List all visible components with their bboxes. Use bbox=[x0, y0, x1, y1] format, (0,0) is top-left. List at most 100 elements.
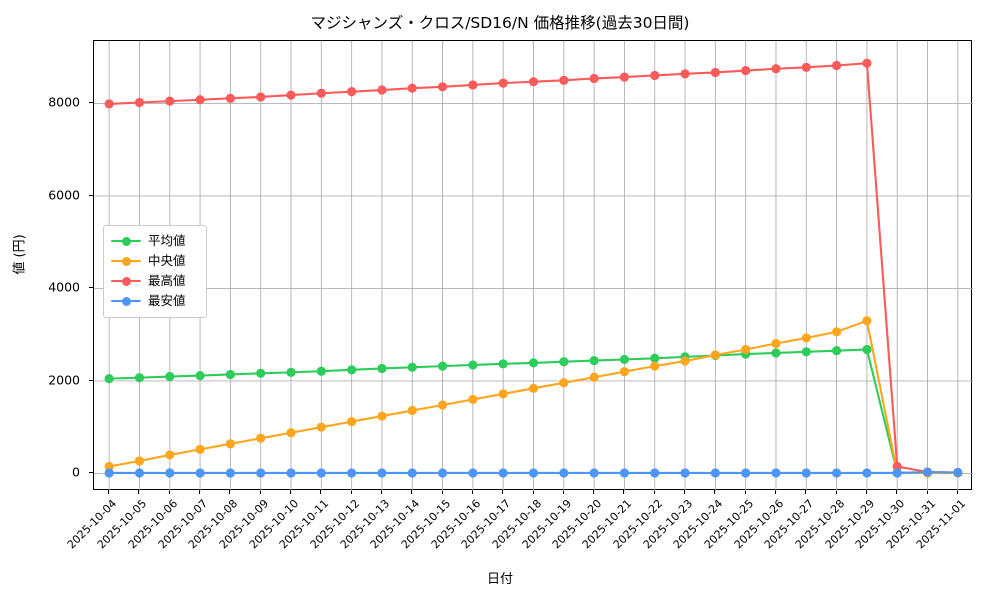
data-point bbox=[437, 400, 448, 410]
y-tick-mark bbox=[89, 472, 93, 474]
x-tick-mark bbox=[774, 490, 776, 494]
legend-label: 平均値 bbox=[148, 232, 186, 248]
data-point bbox=[589, 73, 599, 84]
data-point bbox=[619, 354, 630, 365]
legend-item-最安値[interactable]: 最安値 bbox=[111, 291, 199, 311]
y-tick-mark bbox=[89, 287, 93, 289]
legend-label: 最安値 bbox=[148, 292, 186, 308]
legend-item-最高値[interactable]: 最高値 bbox=[111, 271, 199, 291]
data-point bbox=[892, 468, 902, 478]
data-point bbox=[619, 468, 630, 478]
data-point bbox=[619, 72, 630, 82]
data-point bbox=[892, 461, 902, 472]
data-point bbox=[256, 433, 266, 443]
data-point bbox=[710, 468, 720, 478]
x-tick-mark bbox=[896, 490, 898, 494]
data-point bbox=[165, 450, 175, 460]
data-point bbox=[801, 347, 811, 357]
legend-label: 中央値 bbox=[148, 252, 186, 268]
legend-marker-icon bbox=[111, 254, 141, 268]
x-tick-mark bbox=[411, 490, 413, 494]
data-point bbox=[832, 327, 842, 337]
data-point bbox=[437, 82, 448, 92]
data-point bbox=[195, 371, 205, 381]
data-point bbox=[377, 85, 387, 95]
data-point bbox=[407, 468, 417, 478]
data-point bbox=[195, 468, 205, 478]
data-point bbox=[528, 468, 539, 478]
data-point bbox=[195, 444, 205, 454]
data-point bbox=[862, 344, 872, 355]
y-tick-label: 0 bbox=[72, 464, 80, 480]
data-point bbox=[407, 83, 417, 93]
data-point bbox=[771, 338, 781, 349]
data-point bbox=[316, 468, 326, 478]
data-point bbox=[195, 95, 205, 105]
x-tick-mark bbox=[108, 490, 110, 494]
x-tick-mark bbox=[290, 490, 292, 494]
legend-item-中央値[interactable]: 中央値 bbox=[111, 251, 199, 271]
x-axis-label: 日付 bbox=[486, 572, 513, 587]
y-tick-label: 4000 bbox=[48, 279, 80, 295]
y-tick-label: 6000 bbox=[48, 187, 80, 203]
x-tick-mark bbox=[138, 490, 140, 494]
data-point bbox=[650, 361, 660, 371]
data-point bbox=[437, 468, 448, 478]
data-point bbox=[528, 383, 539, 393]
data-point bbox=[953, 467, 963, 478]
data-point bbox=[559, 75, 569, 85]
data-point bbox=[316, 366, 326, 376]
legend-marker-icon bbox=[111, 294, 141, 308]
data-point bbox=[104, 461, 114, 472]
series-最高値 bbox=[104, 58, 963, 478]
data-point bbox=[498, 389, 508, 399]
y-tick-mark bbox=[89, 194, 93, 196]
x-tick-mark bbox=[532, 490, 534, 494]
data-point bbox=[377, 411, 387, 421]
data-point bbox=[347, 365, 357, 375]
data-point bbox=[256, 368, 266, 378]
data-point bbox=[498, 78, 508, 88]
data-point bbox=[741, 468, 751, 478]
data-point bbox=[741, 66, 751, 76]
data-point bbox=[589, 355, 599, 366]
legend-marker-icon bbox=[111, 274, 141, 288]
plot-area bbox=[93, 40, 973, 491]
data-point bbox=[134, 97, 145, 108]
data-point bbox=[862, 468, 872, 478]
data-point bbox=[286, 90, 296, 100]
x-tick-mark bbox=[805, 490, 807, 494]
y-tick-label: 2000 bbox=[48, 372, 80, 388]
data-point bbox=[347, 417, 357, 427]
x-tick-mark bbox=[956, 490, 958, 494]
legend-label: 最高値 bbox=[148, 272, 186, 288]
data-point bbox=[256, 92, 266, 102]
data-point bbox=[710, 67, 720, 78]
data-point bbox=[468, 360, 478, 370]
x-tick-mark bbox=[199, 490, 201, 494]
legend-item-平均値[interactable]: 平均値 bbox=[111, 231, 199, 251]
data-point bbox=[771, 468, 781, 478]
data-point bbox=[801, 468, 811, 478]
y-tick-mark bbox=[89, 379, 93, 381]
x-tick-mark bbox=[320, 490, 322, 494]
x-tick-mark bbox=[926, 490, 928, 494]
data-point bbox=[347, 87, 357, 97]
data-point bbox=[407, 362, 417, 372]
data-point bbox=[528, 358, 539, 368]
x-tick-mark bbox=[229, 490, 231, 494]
data-point bbox=[862, 316, 872, 326]
x-tick-mark bbox=[744, 490, 746, 494]
data-point bbox=[468, 394, 478, 405]
x-tick-mark bbox=[350, 490, 352, 494]
data-point bbox=[680, 69, 690, 79]
data-point bbox=[801, 333, 811, 343]
x-tick-mark bbox=[684, 490, 686, 494]
legend-marker-icon bbox=[111, 234, 141, 248]
data-point bbox=[710, 350, 720, 360]
x-tick-mark bbox=[562, 490, 564, 494]
x-tick-mark bbox=[865, 490, 867, 494]
data-point bbox=[256, 468, 266, 478]
data-point bbox=[650, 70, 660, 81]
data-point bbox=[832, 468, 842, 478]
